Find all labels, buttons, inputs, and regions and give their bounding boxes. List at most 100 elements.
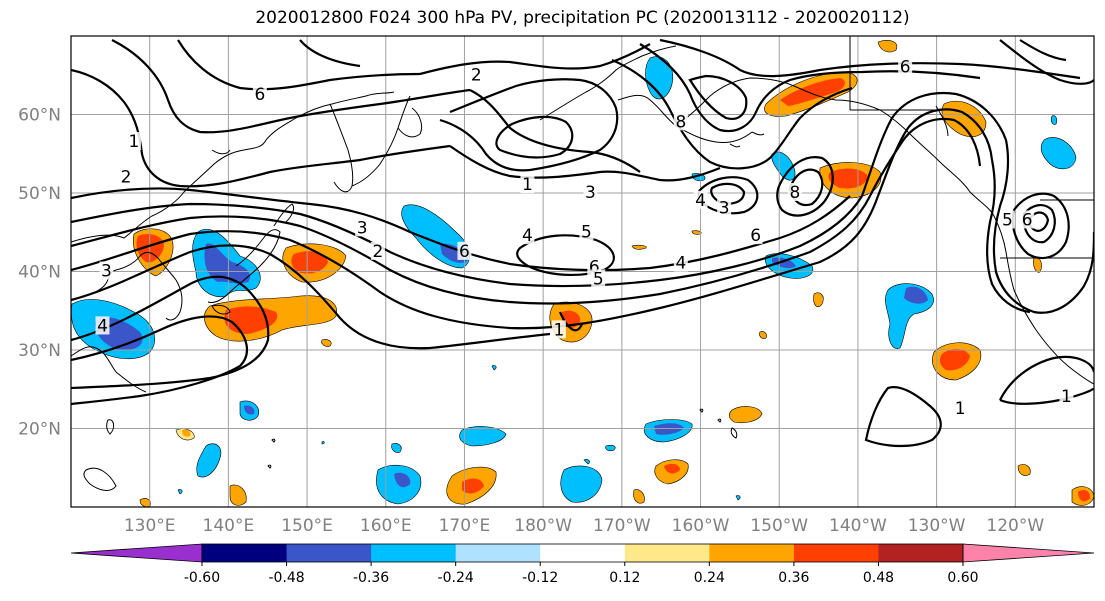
colorbar-segment — [709, 544, 795, 562]
colorbar-outline — [201, 543, 964, 563]
pv-contour-label: 1 — [553, 320, 564, 340]
pv-contour-label: 5 — [581, 222, 592, 242]
latitude-axis: 20°N 30°N 40°N 50°N 60°N — [18, 106, 61, 440]
contour-label-bg — [717, 198, 732, 217]
colorbar-segment — [286, 544, 372, 562]
pv-contour-label: 4 — [522, 226, 533, 246]
pv-contour-label: 2 — [471, 65, 482, 85]
lon-tick-label: 130°E — [124, 516, 176, 536]
contour-label-bg — [579, 222, 594, 241]
contour-label-bg — [95, 316, 110, 335]
contour-label-bg — [787, 183, 802, 201]
lon-tick-label: 160°E — [360, 516, 412, 536]
pv-contour-label: 3 — [357, 218, 368, 238]
pv-contour-label: 3 — [585, 183, 596, 203]
colorbar-tick-label: 0.24 — [694, 570, 725, 586]
lon-tick-label: 130°W — [908, 516, 966, 536]
pv-contour-label: 4 — [97, 316, 108, 336]
contour-label-bg — [520, 175, 535, 194]
lon-tick-label: 120°W — [986, 516, 1044, 536]
colorbar-segment — [878, 544, 964, 562]
pv-contour-label: 3 — [719, 199, 730, 219]
pv-contour-label: 6 — [900, 57, 911, 77]
pv-contour-label: 2 — [121, 167, 132, 187]
pv-contour-label: 6 — [459, 242, 470, 262]
colorbar-tick-label: 0.48 — [863, 570, 894, 586]
colorbar-segment — [371, 544, 457, 562]
contour-label-bg — [693, 190, 708, 209]
contour-label-bg — [953, 398, 968, 417]
lon-tick-label: 150°E — [281, 516, 333, 536]
pv-contour-label: 1 — [129, 132, 140, 152]
contour-label-bg — [520, 226, 535, 245]
longitude-axis: 130°E 140°E 150°E 160°E 170°E 180°W 170°W 160°W… — [124, 516, 1045, 536]
contour-label-bg — [355, 218, 370, 237]
colorbar-segment — [624, 544, 710, 562]
colorbar-tick-label: -0.60 — [184, 570, 220, 586]
colorbar-segment — [455, 544, 541, 562]
colorbar-tick-label: -0.12 — [522, 570, 558, 586]
pv-contour-label: 6 — [1022, 210, 1033, 230]
colorbar-extend-low — [70, 543, 203, 563]
map-gridlines — [71, 36, 1094, 507]
contour-label-bg — [1059, 387, 1074, 406]
lat-tick-label: 50°N — [18, 184, 61, 204]
pv-contour-label: 6 — [750, 226, 761, 246]
contour-label-bg — [126, 131, 141, 150]
contour-label-bg — [252, 84, 267, 103]
colorbar-tick-label: -0.48 — [268, 570, 304, 586]
contour-label-bg — [591, 269, 606, 288]
colorbar-extend-high — [962, 543, 1095, 563]
lat-tick-label: 60°N — [18, 106, 61, 126]
contour-label-bg — [673, 253, 688, 272]
pv-contour-label: 1 — [522, 175, 533, 195]
contour-label-bg — [119, 167, 134, 186]
contour-label-bg — [583, 183, 598, 201]
pv-contour-label: 5 — [593, 269, 604, 289]
colorbar-tick-label: 0.60 — [947, 570, 978, 586]
contour-label-bg — [1020, 210, 1035, 229]
lon-tick-label: 170°E — [439, 516, 491, 536]
contour-label-bg — [551, 320, 566, 339]
lat-tick-label: 40°N — [18, 263, 61, 283]
colorbar-tick-label: -0.36 — [353, 570, 389, 586]
lat-tick-label: 20°N — [18, 420, 61, 440]
lon-tick-label: 140°E — [203, 516, 255, 536]
pv-contour-label: 5 — [1002, 210, 1013, 230]
colorbar-segment — [540, 544, 626, 562]
contour-label-bg — [673, 112, 688, 131]
chart-title: 2020012800 F024 300 hPa PV, precipitatio… — [255, 8, 910, 28]
lon-tick-label: 150°W — [750, 516, 808, 536]
colorbar-tick-label: 0.36 — [778, 570, 809, 586]
pv-contour-label: 6 — [589, 258, 600, 278]
contour-label-bg — [1000, 210, 1015, 229]
pv-contours — [71, 38, 1094, 448]
colorbar-segment — [202, 544, 288, 562]
lat-tick-label: 30°N — [18, 341, 61, 361]
map-frame — [70, 35, 1095, 508]
contour-label-bg — [99, 261, 114, 280]
pv-contour-label: 8 — [675, 112, 686, 132]
pv-contour-label: 4 — [695, 191, 706, 211]
pv-contour-label: 1 — [955, 399, 966, 419]
contour-label-bg — [370, 241, 385, 260]
lon-tick-label: 160°W — [672, 516, 730, 536]
lon-tick-label: 180°W — [514, 516, 572, 536]
lon-tick-label: 170°W — [593, 516, 651, 536]
contour-label-bg — [748, 226, 763, 245]
pv-contour-label: 1 — [1061, 387, 1072, 407]
pv-contour-label: 3 — [101, 262, 112, 282]
pv-contour-label: 2 — [372, 242, 383, 262]
contour-label-bg — [898, 57, 913, 76]
colorbar-tick-label: -0.24 — [438, 570, 474, 586]
lon-tick-label: 140°W — [829, 516, 887, 536]
contour-label-bg — [457, 241, 472, 260]
pv-contour-label: 4 — [675, 254, 686, 274]
colorbar-tick-label: 0.12 — [609, 570, 640, 586]
contour-label-bg — [469, 65, 484, 84]
pv-contour-label: 6 — [254, 85, 265, 105]
pv-contour-label: 8 — [790, 183, 801, 203]
colorbar: -0.60 -0.48 -0.36 -0.24 -0.12 0.12 0.24 0.36 0.4… — [70, 543, 1095, 586]
